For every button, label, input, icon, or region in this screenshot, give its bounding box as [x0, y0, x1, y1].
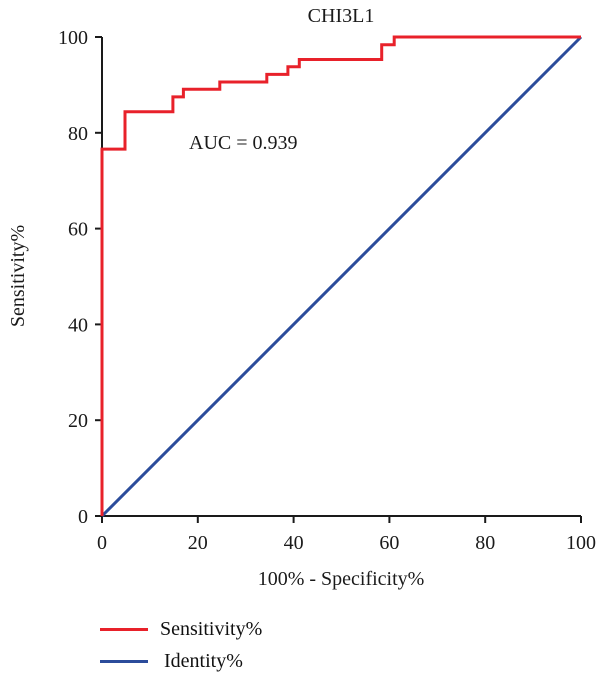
x-tick-label: 20 [188, 532, 208, 554]
y-tick-label: 100 [58, 27, 88, 49]
legend-swatch-identity [100, 660, 148, 663]
y-tick-label: 80 [68, 123, 88, 145]
y-tick-label: 0 [78, 506, 88, 528]
y-tick-label: 40 [68, 314, 88, 336]
roc-chart: CHI3L1 AUC = 0.939 Sensitivity% 100% - S… [7, 5, 596, 590]
y-axis-label: Sensitivity% [7, 225, 29, 327]
series-line-identity [100, 35, 583, 518]
series-layer [100, 35, 583, 518]
legend-label-sensitivity: Sensitivity% [160, 618, 263, 640]
legend-swatch-sensitivity [100, 628, 148, 631]
legend-label-identity: Identity% [164, 650, 243, 672]
auc-annotation: AUC = 0.939 [189, 132, 298, 154]
series-line-sensitivity [100, 35, 581, 516]
y-tick-label: 60 [68, 219, 88, 241]
legend-item-identity: Identity% [100, 650, 243, 673]
x-tick-label: 40 [284, 532, 304, 554]
chart-title: CHI3L1 [308, 5, 375, 27]
x-tick-label: 80 [475, 532, 495, 554]
legend-item-sensitivity: Sensitivity% [100, 618, 262, 641]
axes: 0 20 40 60 80 100 0 20 40 60 80 100 [58, 27, 596, 554]
x-tick-label: 60 [379, 532, 399, 554]
x-tick-label: 100 [566, 532, 596, 554]
y-tick-label: 20 [68, 410, 88, 432]
x-tick-label: 0 [97, 532, 107, 554]
x-axis-label: 100% - Specificity% [258, 568, 425, 590]
